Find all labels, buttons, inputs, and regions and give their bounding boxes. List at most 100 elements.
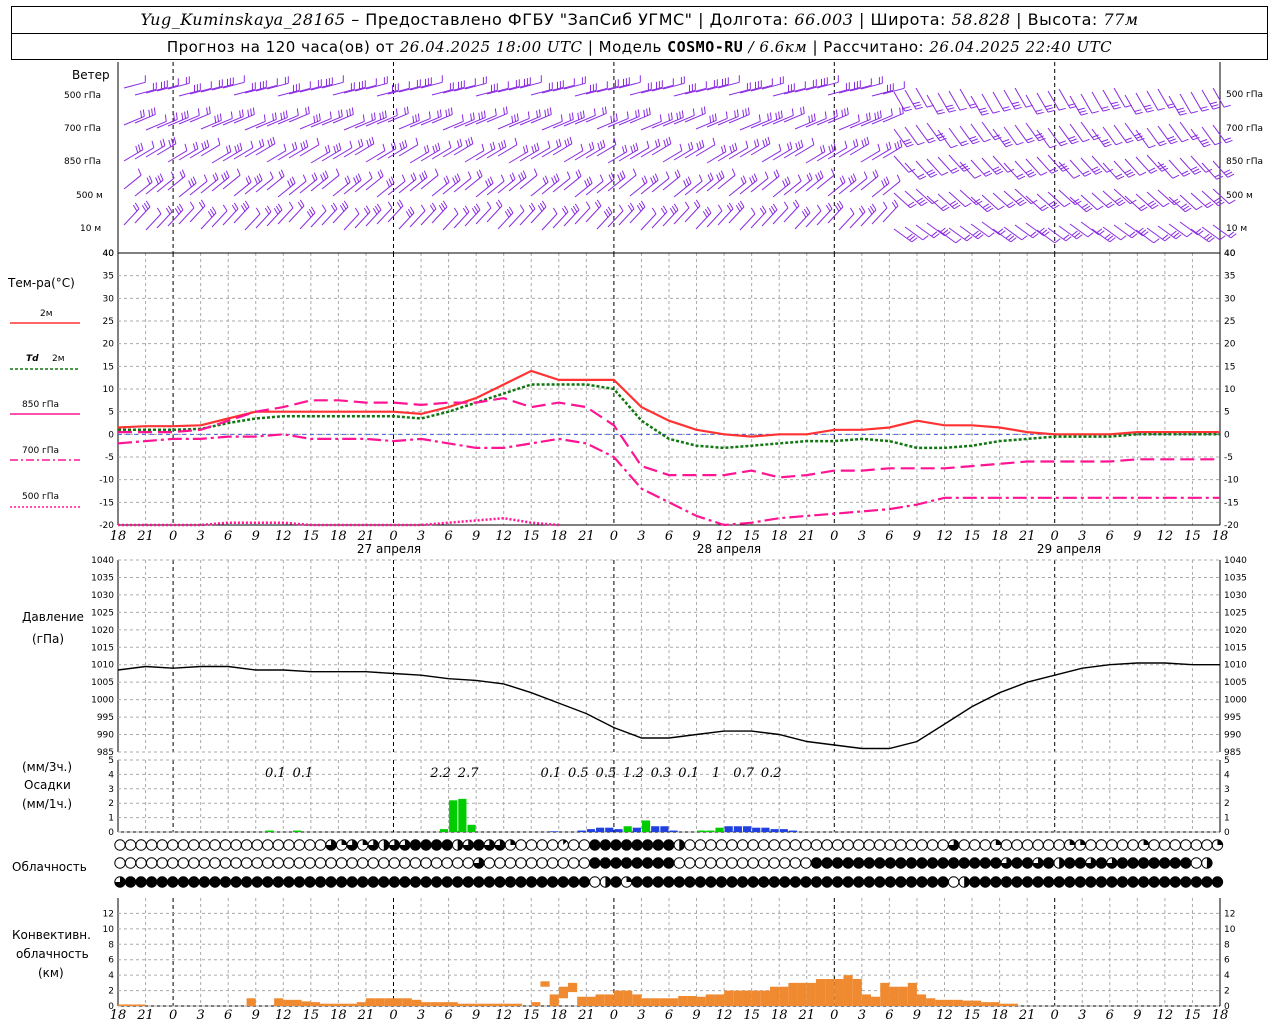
wind-barb-feather	[478, 112, 481, 120]
wind-barb	[717, 115, 739, 126]
conv-bar	[990, 1002, 1000, 1006]
wind-barb-feather	[503, 139, 507, 147]
wind-barb-feather	[871, 203, 877, 211]
wind-barb	[992, 228, 1012, 243]
temp-xtick: 12	[936, 529, 953, 544]
wind-barb-feather	[189, 201, 195, 209]
wind-barb	[541, 213, 558, 231]
wind-barb-feather	[1047, 109, 1055, 113]
wind-barb	[486, 205, 503, 223]
cloud-cover-circle	[715, 857, 728, 869]
wind-level-500hpa: 500 гПа	[64, 91, 101, 101]
wind-barb-feather	[508, 206, 514, 214]
wind-barb	[475, 207, 492, 225]
wind-barb-feather	[1097, 205, 1104, 211]
wind-barb	[772, 148, 793, 161]
wind-barb	[343, 213, 360, 231]
cloud-cover-circle	[145, 857, 158, 869]
wind-barb	[442, 120, 464, 131]
wind-barb-feather	[439, 109, 442, 117]
wind-barb	[178, 207, 195, 225]
precip-unit-1h: (мм/1ч.)	[22, 797, 72, 811]
wind-barb-feather	[1042, 206, 1049, 212]
cloud-cover-fill	[610, 839, 622, 851]
wind-barb	[1003, 190, 1021, 207]
wind-barb-feather	[1128, 173, 1136, 178]
cloud-cover-fill	[1011, 857, 1023, 869]
bottom-xtick: 12	[495, 1008, 512, 1023]
cloud-cover-fill	[1206, 857, 1213, 869]
wind-barb	[915, 188, 933, 205]
wind-barb-feather	[1109, 237, 1116, 243]
wind-barb-feather	[729, 145, 733, 153]
wind-barb	[134, 147, 155, 160]
wind-barb	[409, 210, 426, 228]
conv-bar	[834, 979, 844, 1006]
wind-barb-feather	[547, 140, 551, 148]
wind-barb-feather	[937, 111, 945, 115]
precip-3h-label: 2.7	[457, 766, 479, 781]
wind-barb	[1157, 189, 1175, 206]
cloud-cover-fill	[146, 876, 157, 888]
precip-ytick-left: 5	[108, 756, 114, 766]
temp-xtick: 6	[224, 529, 232, 544]
wind-barb-feather	[272, 136, 276, 144]
wind-barb-feather	[893, 199, 899, 207]
cloud-cover-fill	[916, 876, 928, 888]
wind-barb-feather	[939, 137, 947, 142]
wind-barb-feather	[434, 144, 438, 152]
wind-barb	[244, 86, 267, 94]
cloud-cover-circle	[399, 857, 411, 869]
wind-barb-feather	[1107, 235, 1114, 241]
wind-barb	[838, 120, 860, 131]
cloud-cover-circle	[230, 857, 242, 869]
wind-barb	[915, 160, 932, 178]
wind-barb	[310, 176, 329, 192]
wind-barb-feather	[987, 207, 994, 213]
cloud-cover-fill	[642, 839, 653, 851]
precip-bar	[577, 830, 586, 832]
wind-barb-feather	[434, 168, 439, 176]
wind-barb	[420, 174, 439, 190]
temp-xtick: 3	[1078, 529, 1086, 544]
wind-barb-feather	[544, 175, 549, 183]
wind-barb	[1124, 195, 1142, 212]
wind-barb-feather	[652, 175, 657, 183]
temp-xtick: 12	[275, 529, 292, 544]
wind-barb-feather	[1190, 166, 1198, 171]
cloud-cover-circle	[779, 857, 791, 869]
wind-barb-feather	[316, 114, 318, 122]
wind-label: Ветер	[72, 68, 110, 82]
wind-barb-feather	[395, 108, 398, 116]
conv-ytick-right: 8	[1224, 940, 1230, 950]
wind-barb-feather	[906, 143, 914, 148]
wind-barb-feather	[930, 173, 938, 178]
wind-barb-feather	[739, 200, 745, 208]
wind-barb	[728, 113, 750, 124]
wind-barb-feather	[671, 205, 677, 213]
wind-barb-feather	[552, 207, 558, 215]
wind-barb	[508, 210, 525, 228]
wind-barb-feather	[1101, 139, 1109, 143]
wind-barb	[684, 146, 705, 159]
pressure-ytick-right: 1010	[1224, 661, 1247, 671]
wind-barb-feather	[1080, 112, 1088, 116]
wind-barb-feather	[904, 108, 912, 112]
wind-barb	[1025, 158, 1042, 176]
cloud-cover-fill	[1043, 857, 1054, 869]
wind-barb	[222, 208, 239, 226]
wind-barb-feather	[203, 174, 208, 182]
wind-barb	[871, 114, 893, 125]
wind-barb-feather	[770, 205, 776, 213]
cloud-cover-circle	[1116, 839, 1129, 851]
wind-barb-feather	[1018, 175, 1026, 180]
wind-barb-feather	[603, 211, 609, 218]
wind-barb-feather	[1164, 236, 1171, 242]
cloud-cover-fill	[916, 857, 928, 869]
wind-barb-feather	[681, 110, 684, 118]
wind-barb-feather	[405, 211, 411, 218]
wind-barb-feather	[928, 171, 936, 176]
wind-barb-feather	[1115, 141, 1123, 146]
wind-barb	[145, 213, 162, 231]
conv-bar	[577, 996, 587, 1006]
